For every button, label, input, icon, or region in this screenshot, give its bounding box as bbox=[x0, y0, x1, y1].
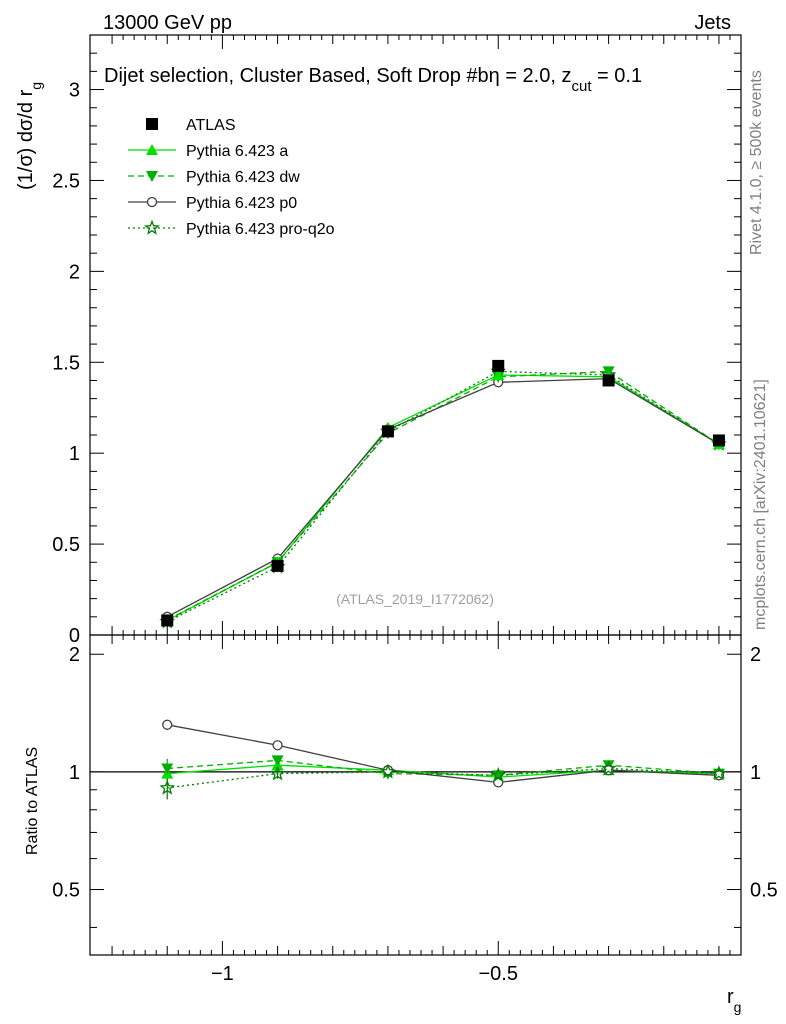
ratio-plot-frame bbox=[89, 634, 742, 956]
y-tick-label: 2 bbox=[69, 261, 80, 283]
data-point-0 bbox=[712, 434, 725, 447]
mcplots-label: mcplots.cern.ch [arXiv:2401.10621] bbox=[752, 379, 769, 630]
data-point-0 bbox=[602, 374, 615, 387]
ratio-point-3 bbox=[600, 760, 617, 776]
main-title-sub: cut bbox=[571, 78, 592, 95]
legend-label: Pythia 6.423 p0 bbox=[186, 195, 297, 212]
series-line-1 bbox=[166, 374, 720, 622]
legend-marker bbox=[146, 144, 158, 155]
main-y-axis-label-text: (1/σ) dσ/d r bbox=[15, 89, 37, 190]
legend: ATLAS Pythia 6.423 a Pythia 6.423 dw Pythia… bbox=[128, 117, 335, 238]
data-point-1 bbox=[492, 369, 505, 380]
ratio-y-tick-label-right: 0.5 bbox=[750, 880, 778, 902]
series-line-4 bbox=[166, 370, 720, 623]
y-tick-label: 2.5 bbox=[52, 170, 80, 192]
ratio-point-3 bbox=[490, 766, 507, 783]
x-axis-label: rg bbox=[727, 986, 741, 1015]
ratio-y-tick-label-right: 1 bbox=[750, 762, 761, 784]
data-point-0 bbox=[381, 425, 394, 438]
ratio-point-3 bbox=[159, 779, 176, 795]
series-line-2 bbox=[166, 370, 720, 621]
main-title-eta: η = 2.0, z bbox=[489, 65, 572, 87]
main-y-axis-label-sub: g bbox=[28, 82, 44, 90]
x-axis-label-text: r bbox=[727, 986, 734, 1008]
ratio-plot-layer: −1 −0.5 0.5 0.5 1 1 2 2 bbox=[52, 644, 778, 985]
analysis-watermark: (ATLAS_2019_I1772062) bbox=[336, 591, 494, 607]
ratio-y-tick-label: 0.5 bbox=[52, 880, 80, 902]
ratio-y-tick-label: 2 bbox=[69, 644, 80, 666]
main-title: Dijet selection, Cluster Based, Soft Dro… bbox=[104, 65, 642, 95]
data-point-0 bbox=[271, 559, 284, 572]
legend-label: Pythia 6.423 dw bbox=[186, 169, 300, 186]
rivet-version-label: Rivet 4.1.0, ≥ 500k events bbox=[748, 70, 765, 255]
main-title-end: = 0.1 bbox=[592, 65, 643, 87]
legend-label: ATLAS bbox=[186, 117, 236, 134]
ratio-line-2 bbox=[167, 724, 719, 784]
ratio-y-axis-label: Ratio to ATLAS bbox=[24, 747, 41, 855]
y-tick-label: 1 bbox=[69, 443, 80, 465]
ratio-point-3 bbox=[379, 763, 396, 779]
y-tick-label: 3 bbox=[69, 80, 80, 102]
ratio-point-3 bbox=[711, 765, 727, 781]
ratio-point-1 bbox=[161, 763, 174, 775]
ratio-line-1 bbox=[167, 759, 719, 776]
y-tick-label: 1.5 bbox=[52, 352, 80, 374]
ratio-y-tick-label-right: 2 bbox=[750, 644, 761, 666]
ratio-point-3 bbox=[269, 765, 286, 781]
data-point-0 bbox=[161, 614, 174, 627]
series-line-3 bbox=[166, 377, 720, 618]
x-tick-label: −0.5 bbox=[479, 963, 518, 985]
ratio-point-2 bbox=[162, 719, 173, 730]
x-axis-label-sub: g bbox=[734, 999, 742, 1015]
y-tick-label: 0.5 bbox=[52, 534, 80, 556]
energy-label: 13000 GeV pp bbox=[103, 12, 232, 34]
main-title-text: Dijet selection, Cluster Based, Soft Dro… bbox=[104, 65, 489, 87]
ratio-y-tick-label: 1 bbox=[69, 762, 80, 784]
x-tick-label: −1 bbox=[211, 963, 234, 985]
legend-marker bbox=[146, 171, 158, 182]
ratio-line-3 bbox=[167, 767, 719, 789]
main-plot-layer: 0 0.5 1 1.5 2 2.5 3 bbox=[52, 35, 741, 955]
y-tick-label: 0 bbox=[69, 625, 80, 647]
legend-marker bbox=[146, 118, 158, 130]
legend-marker bbox=[146, 196, 158, 208]
main-y-axis-label: (1/σ) dσ/d rg bbox=[15, 82, 44, 190]
legend-marker bbox=[144, 219, 160, 235]
data-point-0 bbox=[492, 359, 505, 372]
ratio-point-2 bbox=[272, 740, 283, 751]
legend-label: Pythia 6.423 a bbox=[186, 143, 288, 160]
legend-label: Pythia 6.423 pro-q2o bbox=[186, 221, 335, 238]
process-label: Jets bbox=[694, 12, 731, 34]
ratio-point-1 bbox=[271, 755, 284, 767]
